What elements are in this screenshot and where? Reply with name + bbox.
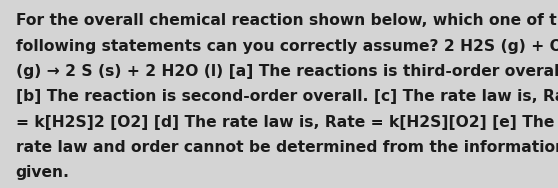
Text: = k[H2S]2 [O2] [d] The rate law is, Rate = k[H2S][O2] [e] The: = k[H2S]2 [O2] [d] The rate law is, Rate… xyxy=(16,115,554,130)
Text: (g) → 2 S (s) + 2 H2O (l) [a] The reactions is third-order overall.: (g) → 2 S (s) + 2 H2O (l) [a] The reacti… xyxy=(16,64,558,79)
Text: following statements can you correctly assume? 2 H2S (g) + O2: following statements can you correctly a… xyxy=(16,39,558,54)
Text: For the overall chemical reaction shown below, which one of the: For the overall chemical reaction shown … xyxy=(16,13,558,28)
Text: [b] The reaction is second-order overall. [c] The rate law is, Rate: [b] The reaction is second-order overall… xyxy=(16,89,558,104)
Text: rate law and order cannot be determined from the information: rate law and order cannot be determined … xyxy=(16,140,558,155)
Text: given.: given. xyxy=(16,165,70,180)
